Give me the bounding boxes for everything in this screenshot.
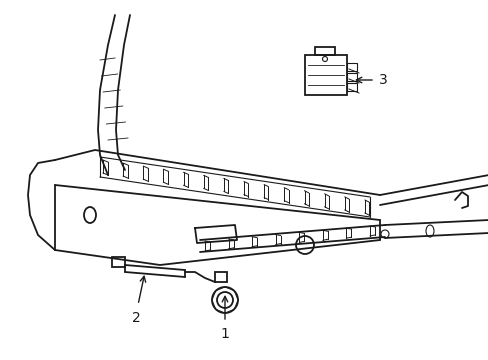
Text: 2: 2 (131, 311, 140, 325)
Text: 1: 1 (220, 327, 229, 341)
Bar (314, 47, 334, 55)
Bar (215, 272, 226, 282)
Bar (112, 257, 125, 267)
Bar (346, 83, 356, 91)
Bar (346, 73, 356, 81)
Text: 3: 3 (378, 73, 387, 87)
Bar (305, 55, 346, 95)
Bar (346, 63, 356, 71)
